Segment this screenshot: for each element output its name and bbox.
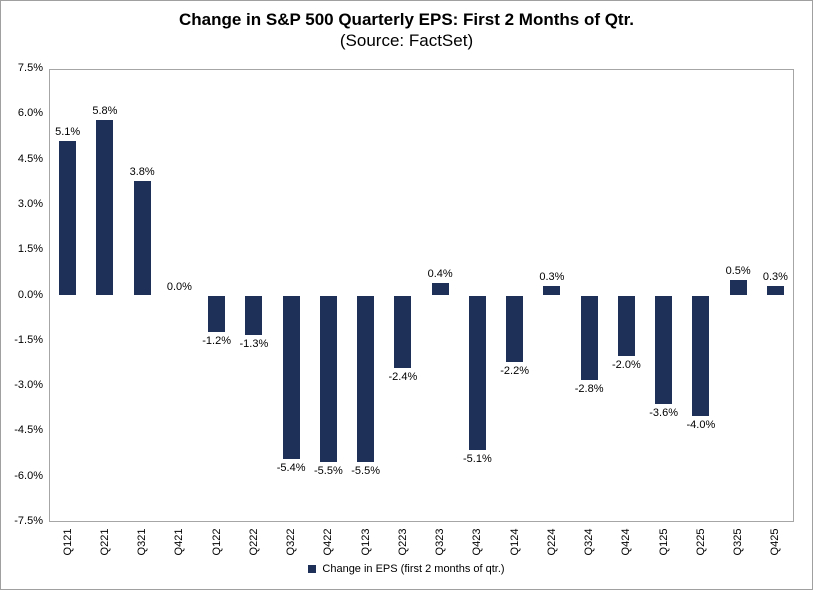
bar-value-label: 5.1% [55, 126, 81, 139]
bar-value-label: -4.0% [686, 419, 716, 432]
bar-value-label: 0.3% [762, 271, 788, 284]
x-tick-label: Q325 [732, 528, 745, 556]
x-tick-label: Q324 [583, 528, 596, 556]
x-tick-label: Q321 [136, 528, 149, 556]
bar-value-label: -2.0% [612, 358, 641, 371]
x-tick-label: Q322 [285, 528, 298, 556]
bar [655, 295, 673, 405]
bar-value-label: -1.2% [202, 334, 231, 347]
bar-value-label: 0.0% [166, 280, 192, 293]
legend-swatch-icon [308, 565, 317, 573]
x-tick-label: Q123 [359, 528, 372, 556]
x-tick-label: Q121 [61, 528, 74, 556]
bar-value-label: -2.8% [574, 383, 604, 396]
x-tick-label: Q423 [471, 528, 484, 556]
chart-title: Change in S&P 500 Quarterly EPS: First 2… [178, 10, 634, 29]
x-tick-label: Q125 [657, 528, 670, 556]
bar [96, 120, 114, 296]
chart-subtitle: (Source: FactSet) [339, 31, 474, 50]
y-tick-label: -4.5% [14, 424, 43, 437]
bar [506, 295, 524, 362]
bar [59, 141, 77, 296]
x-tick-label: Q425 [769, 528, 782, 556]
x-tick-label: Q221 [98, 528, 111, 556]
bar-value-label: -3.6% [649, 407, 678, 420]
bar-value-label: -5.4% [276, 461, 306, 474]
bar [692, 295, 710, 417]
x-tick-label: Q122 [210, 528, 223, 556]
legend: Change in EPS (first 2 months of qtr.) [1, 563, 812, 575]
y-tick-label: 3.0% [17, 197, 43, 210]
bar [580, 295, 598, 381]
bar [133, 180, 151, 296]
x-tick-label: Q422 [322, 528, 335, 556]
bar [394, 295, 412, 368]
bar-value-label: 0.5% [725, 265, 751, 278]
y-tick-label: -7.5% [14, 515, 43, 527]
x-tick-label: Q224 [545, 528, 558, 556]
bar [357, 295, 375, 462]
x-tick-label: Q124 [508, 528, 521, 556]
bar [468, 295, 486, 450]
bar [543, 286, 561, 296]
y-tick-label: -3.0% [14, 379, 43, 392]
x-tick-label: Q421 [173, 528, 186, 556]
bar-value-label: 3.8% [129, 165, 155, 178]
bar [617, 295, 635, 356]
bar-value-label: -2.4% [388, 370, 418, 383]
bar [766, 286, 784, 296]
bar-value-label: 0.4% [427, 268, 453, 281]
bar [282, 295, 300, 459]
bar-value-label: -5.5% [351, 464, 380, 477]
legend-label: Change in EPS (first 2 months of qtr.) [322, 563, 505, 575]
y-tick-label: 6.0% [17, 107, 43, 120]
bar [729, 280, 747, 296]
y-tick-label: -6.0% [14, 469, 43, 482]
bar-value-label: 0.3% [539, 271, 565, 284]
y-tick-label: 1.5% [17, 243, 43, 256]
x-tick-label: Q223 [396, 528, 409, 556]
bar-value-label: -5.1% [463, 452, 492, 465]
bar-value-label: -1.3% [239, 337, 269, 350]
x-tick-label: Q225 [694, 528, 707, 556]
y-tick-label: -1.5% [14, 333, 43, 346]
bar-value-label: -2.2% [500, 364, 529, 377]
y-tick-label: 0.0% [17, 288, 43, 301]
x-tick-label: Q222 [247, 528, 260, 556]
y-tick-label: 4.5% [17, 152, 43, 165]
bar [319, 295, 337, 462]
bar [431, 283, 449, 296]
x-tick-label: Q323 [434, 528, 447, 556]
bar-value-label: 5.8% [92, 105, 118, 118]
bar [208, 295, 226, 332]
bar [245, 295, 263, 335]
y-tick-label: 7.5% [17, 62, 43, 74]
plot-area [49, 69, 794, 522]
x-tick-label: Q424 [620, 528, 633, 556]
bar-value-label: -5.5% [314, 464, 343, 477]
